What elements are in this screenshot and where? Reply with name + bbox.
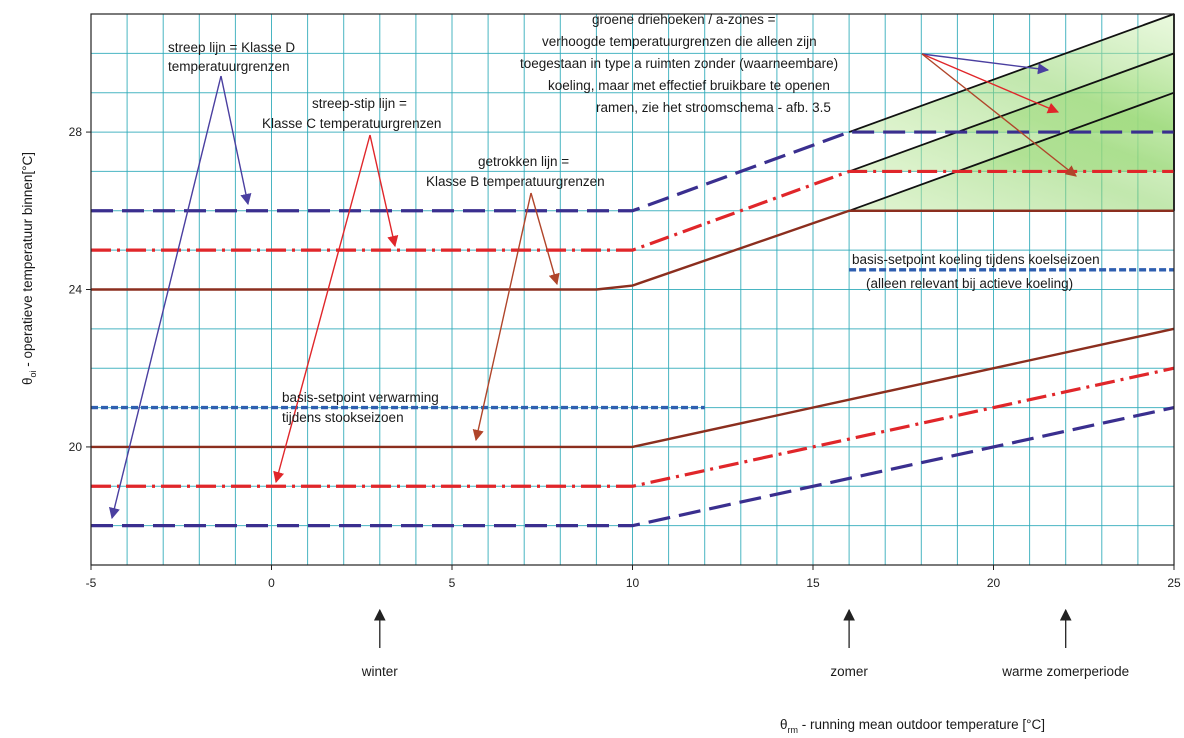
annotation-class-c: streep-stip lijn = Klasse C temperatuurg… bbox=[262, 96, 441, 131]
marker-label-1: zomer bbox=[830, 664, 868, 679]
annotation-cooling-setpoint: basis-setpoint koeling tijdens koelseizo… bbox=[852, 252, 1103, 291]
marker-label-0: winter bbox=[361, 664, 399, 679]
arrow-class-c-lower bbox=[273, 134, 371, 484]
x-tick-label: 10 bbox=[626, 576, 640, 590]
annotation-cooling-line-1: basis-setpoint koeling tijdens koelseizo… bbox=[852, 252, 1100, 267]
series-C_upper bbox=[91, 169, 1174, 252]
annotation-class-d-line-1: streep lijn = Klasse D bbox=[168, 40, 295, 55]
annotation-class-b: getrokken lijn = Klasse B temperatuurgre… bbox=[426, 154, 605, 189]
annotation-a-zones-line-3: toegestaan in type a ruimten zonder (waa… bbox=[520, 56, 838, 71]
season-markers: winter zomer warme zomerperiode bbox=[361, 608, 1129, 679]
arrow-a-zone-b bbox=[921, 53, 1077, 177]
arrow-class-c-upper bbox=[369, 134, 399, 248]
annotation-a-zones: groene driehoeken / a-zones = verhoogde … bbox=[520, 12, 842, 115]
x-tick-label: 15 bbox=[806, 576, 820, 590]
series-B_upper bbox=[91, 209, 1174, 291]
annotation-class-c-line-2: Klasse C temperatuurgrenzen bbox=[262, 116, 441, 131]
series-D_upper bbox=[91, 130, 1174, 213]
x-axis-symbol: θ bbox=[780, 717, 788, 732]
annotation-class-b-line-2: Klasse B temperatuurgrenzen bbox=[426, 174, 605, 189]
annotation-heating-line-2: tijdens stookseizoen bbox=[282, 410, 404, 425]
annotation-a-zones-line-4: koeling, maar met effectief bruikbare te… bbox=[548, 78, 830, 93]
series-D_lower bbox=[91, 406, 1175, 528]
y-axis-text: - operatieve temperatuur binnen[°C] bbox=[20, 152, 35, 371]
annotation-heating-setpoint: basis-setpoint verwarming tijdens stooks… bbox=[282, 390, 443, 425]
y-tick-label: 20 bbox=[69, 440, 83, 454]
arrow-a-zone-d bbox=[921, 53, 1050, 75]
arrow-class-b-lower bbox=[472, 192, 532, 442]
annotation-heating-line-1: basis-setpoint verwarming bbox=[282, 390, 439, 405]
y-tick-label: 28 bbox=[69, 125, 83, 139]
x-tick-label: 5 bbox=[449, 576, 456, 590]
annotation-class-d: streep lijn = Klasse D temperatuurgrenze… bbox=[168, 40, 299, 74]
arrow-a-zone-c bbox=[921, 53, 1060, 114]
arrow-class-d-upper bbox=[220, 75, 252, 206]
a-zone-edge-zone_B bbox=[848, 91, 1175, 212]
x-tick-label: 20 bbox=[987, 576, 1001, 590]
y-axis-symbol: θ bbox=[20, 377, 35, 385]
x-axis-title: θrm - running mean outdoor temperature [… bbox=[780, 717, 1045, 735]
annotation-class-d-line-2: temperatuurgrenzen bbox=[168, 59, 290, 74]
x-tick-label: -5 bbox=[86, 576, 97, 590]
y-tick-label: 24 bbox=[69, 283, 83, 297]
series-lines bbox=[91, 130, 1175, 528]
y-axis-subscript: oi bbox=[28, 370, 38, 377]
a-zone-edge-zone_D bbox=[848, 13, 1175, 133]
annotation-class-c-line-1: streep-stip lijn = bbox=[312, 96, 407, 111]
series-C_lower bbox=[91, 366, 1175, 488]
annotation-a-zones-line-2: verhoogde temperatuurgrenzen die alleen … bbox=[542, 34, 817, 49]
arrow-class-b-upper bbox=[530, 192, 560, 286]
series-B_lower bbox=[91, 327, 1175, 449]
x-axis-subscript: rm bbox=[788, 725, 799, 735]
marker-label-2: warme zomerperiode bbox=[1001, 664, 1129, 679]
axis-ticks: -5 0 5 10 15 20 25 20 24 28 bbox=[69, 125, 1181, 590]
x-tick-label: 25 bbox=[1167, 576, 1181, 590]
x-tick-label: 0 bbox=[268, 576, 275, 590]
annotation-cooling-line-2: (alleen relevant bij actieve koeling) bbox=[866, 276, 1073, 291]
a-zone-edge-zone_C bbox=[848, 52, 1175, 173]
annotation-a-zones-line-5: ramen, zie het stroomschema - afb. 3.5 bbox=[596, 100, 831, 115]
a-zone-triangles bbox=[848, 13, 1175, 212]
arrow-class-d-lower bbox=[108, 75, 222, 520]
annotation-class-b-line-1: getrokken lijn = bbox=[478, 154, 569, 169]
x-axis-text: - running mean outdoor temperature [°C] bbox=[798, 717, 1045, 732]
annotation-arrows bbox=[108, 53, 1077, 520]
annotation-a-zones-line-1: groene driehoeken / a-zones = bbox=[592, 12, 776, 27]
y-axis-title: θoi - operatieve temperatuur binnen[°C] bbox=[20, 152, 38, 385]
